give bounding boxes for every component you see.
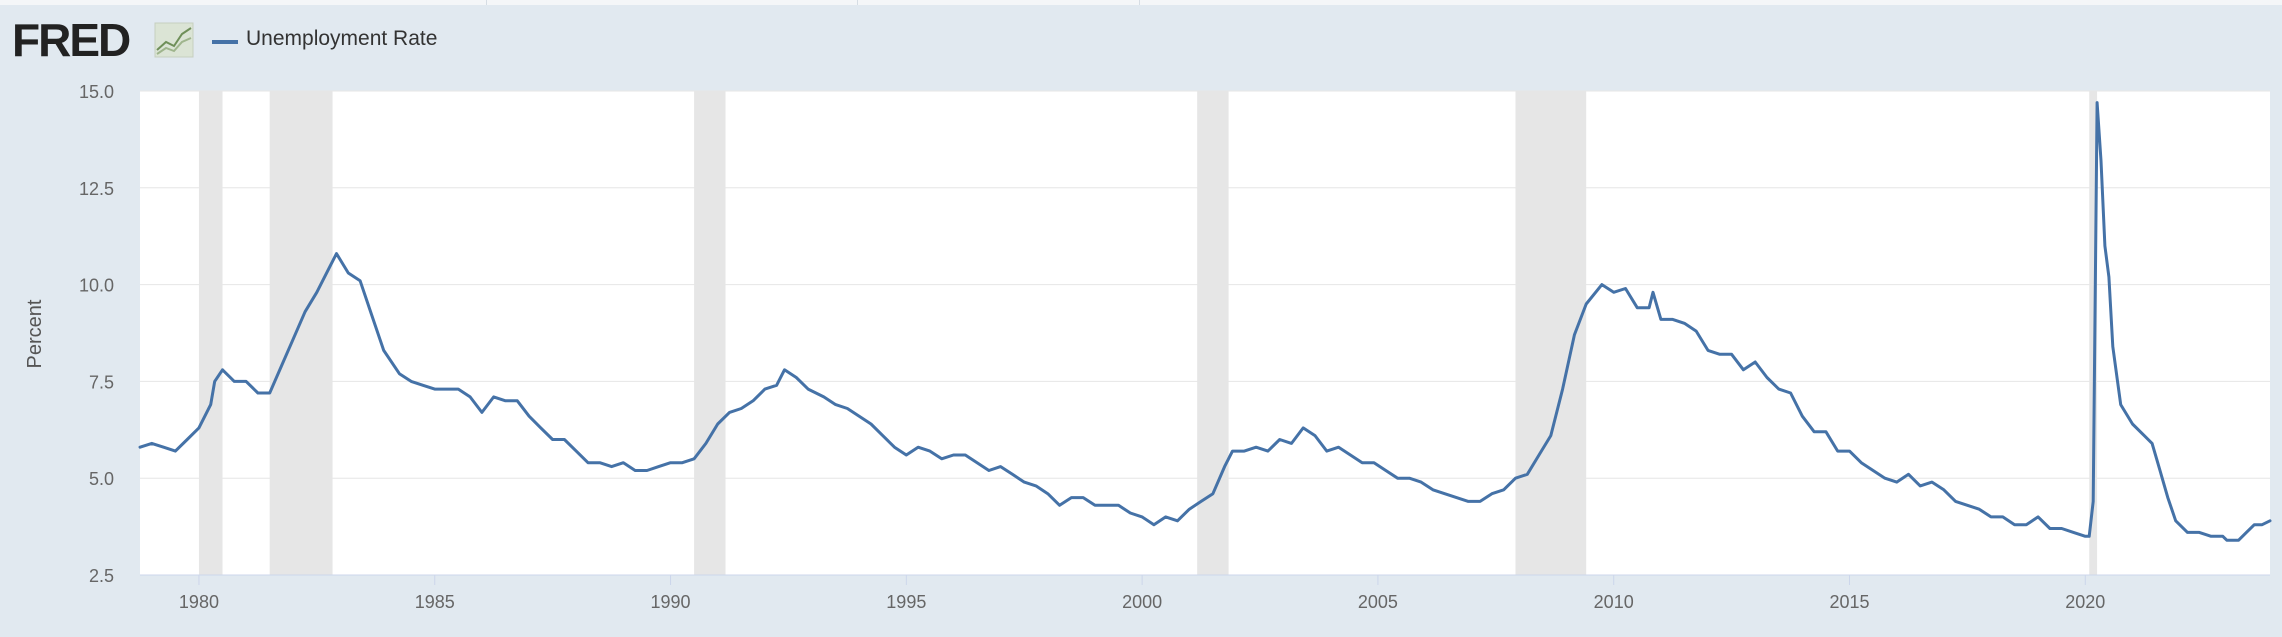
- recession-band: [198, 91, 223, 575]
- x-tick-label: 2005: [1358, 592, 1398, 612]
- y-tick-label: 15.0: [79, 82, 114, 102]
- top-toolbar-strip: [0, 0, 2282, 5]
- x-tick-label: 1985: [415, 592, 455, 612]
- x-tick-label: 2000: [1122, 592, 1162, 612]
- legend-swatch: [212, 40, 238, 44]
- toolbar-divider: [857, 0, 858, 5]
- x-tick-label: 1980: [179, 592, 219, 612]
- x-tick-label: 1995: [886, 592, 926, 612]
- x-tick-label: 2010: [1594, 592, 1634, 612]
- recession-band: [2089, 91, 2098, 575]
- x-tick-label: 2020: [2065, 592, 2105, 612]
- toolbar-divider: [486, 0, 487, 5]
- fred-logo[interactable]: FRED: [12, 14, 131, 66]
- line-chart-icon: [154, 22, 194, 58]
- series-line-unemployment-rate[interactable]: [138, 101, 2272, 542]
- recession-band: [269, 91, 333, 575]
- y-tick-label: 10.0: [79, 276, 114, 296]
- y-tick-label: 12.5: [79, 179, 114, 199]
- y-tick-label: 2.5: [89, 566, 114, 586]
- recession-band: [694, 91, 726, 575]
- y-tick-label: 5.0: [89, 469, 114, 489]
- x-tick-label: 2015: [1829, 592, 1869, 612]
- y-axis-label: Percent: [24, 299, 46, 368]
- x-tick-label: 1990: [651, 592, 691, 612]
- y-tick-label: 7.5: [89, 372, 114, 392]
- legend-label[interactable]: Unemployment Rate: [246, 27, 438, 50]
- toolbar-divider: [1139, 0, 1140, 5]
